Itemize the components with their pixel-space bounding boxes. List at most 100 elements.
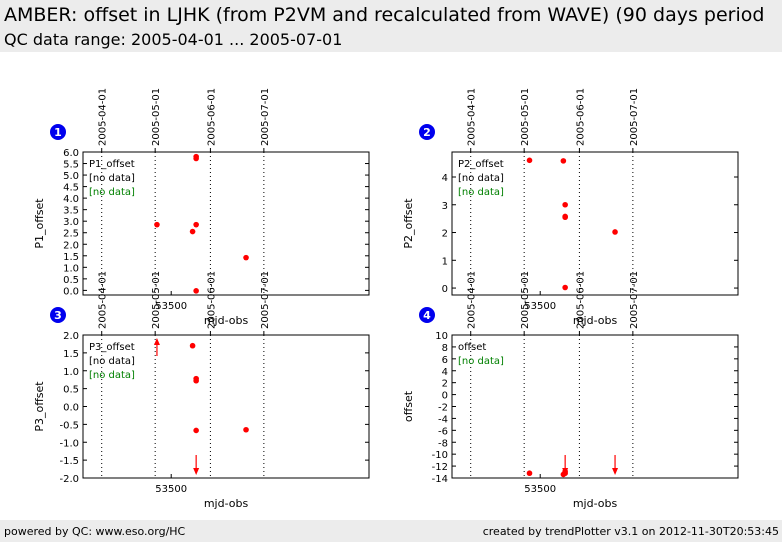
panel-1-data-point xyxy=(193,155,199,162)
panel-2-legend-entry: [no data] xyxy=(458,187,504,198)
panel-1-ytick-label: 0.0 xyxy=(63,286,79,297)
panel-1-frame xyxy=(82,151,370,296)
panel-2-ytick-label: 4 xyxy=(442,173,448,184)
panel-4-ytick-label: -14 xyxy=(432,474,448,485)
panel-3-ylabel: P3_offset xyxy=(33,381,46,432)
panel-1-badge-circle xyxy=(50,124,66,140)
panel-1-ytick-label: 0.5 xyxy=(63,275,79,286)
panel-4-ylabel: offset xyxy=(402,390,415,422)
panel-4-badge-number: 4 xyxy=(423,309,431,322)
panel-3-badge-circle xyxy=(50,307,66,323)
panel-3-legend-entry: [no data] xyxy=(89,370,135,381)
panel-1-ytick-label: 4.5 xyxy=(63,183,79,194)
panel-1-data-point xyxy=(193,221,199,228)
panel-4-ytick-label: -8 xyxy=(438,438,448,449)
panel-2-xtick-label: 53500 xyxy=(524,301,556,312)
panel-2-xlabel: mjd-obs xyxy=(573,314,618,327)
footer-created: created by trendPlotter v3.1 on 2012-11-… xyxy=(482,525,779,538)
panel-4-ytick-label: -12 xyxy=(432,462,448,473)
panel-3-legend-entry: P3_offset xyxy=(89,342,135,353)
panel-2-data-point xyxy=(526,157,533,164)
panel-4-ytick-label: 10 xyxy=(435,331,448,342)
panel-3-ytick-label: 1.0 xyxy=(63,367,79,378)
panel-1-ytick-label: 1.5 xyxy=(63,252,79,263)
panel-3-ytick-label: -0.5 xyxy=(59,420,79,431)
panel-3-outlier-arrow-head xyxy=(153,338,160,345)
panel-1-date-label: 2005-07-01 xyxy=(260,88,271,146)
panel-2-ylabel: P2_offset xyxy=(402,198,415,249)
panel-1-ytick-label: 5.0 xyxy=(63,171,79,182)
panel-4-date-label: 2005-07-01 xyxy=(629,271,640,329)
panel-2-date-label: 2005-07-01 xyxy=(629,88,640,146)
panel-4-legend-entry: [no data] xyxy=(458,356,504,367)
panel-3-xtick-label: 53500 xyxy=(155,484,187,495)
panel-4-legend-entry: offset xyxy=(458,342,486,353)
panel-2-badge-number: 2 xyxy=(423,126,431,139)
footer: powered by QC: www.eso.org/HC created by… xyxy=(0,520,782,542)
page-subtitle: QC data range: 2005-04-01 ... 2005-07-01 xyxy=(4,30,343,49)
panel-2-data-point xyxy=(560,158,567,164)
panel-4-ytick-label: -10 xyxy=(432,450,448,461)
panel-3-date-label: 2005-06-01 xyxy=(206,271,217,329)
panel-3-ytick-label: -1.5 xyxy=(59,456,79,467)
panel-3-date-label: 2005-07-01 xyxy=(260,271,271,329)
panel-2-frame xyxy=(451,151,739,296)
panel-3-badge-number: 3 xyxy=(54,309,62,322)
page-title: AMBER: offset in LJHK (from P2VM and rec… xyxy=(4,4,765,26)
panel-2-data-point xyxy=(562,284,568,291)
panel-2-data-point xyxy=(612,229,618,235)
panel-1-date-label: 2005-05-01 xyxy=(151,88,162,146)
panel-1-date-label: 2005-04-01 xyxy=(98,88,109,146)
panel-1-legend-entry: [no data] xyxy=(89,173,135,184)
panel-3-ytick-label: 2.0 xyxy=(63,331,79,342)
panel-4-outlier-arrow-head xyxy=(562,468,569,475)
panel-3-ytick-label: -1.0 xyxy=(59,438,79,449)
panel-2-legend-entry: P2_offset xyxy=(458,159,504,170)
panel-3-data-point xyxy=(189,342,196,349)
panel-3-data-point xyxy=(193,377,199,384)
panel-1-xtick-label: 53500 xyxy=(155,301,187,312)
panel-2-ytick-label: 1 xyxy=(442,256,448,267)
panel-4-data-point xyxy=(526,470,533,477)
plot-area: 1 2005-04-01 2005-05-01 2005-06-01 2005-07-0… xyxy=(33,88,739,510)
panel-2-data-point xyxy=(562,213,568,220)
panel-2-date-label: 2005-05-01 xyxy=(520,88,531,146)
panel-4-ytick-label: 8 xyxy=(442,343,448,354)
panel-3-outlier-arrow-head xyxy=(193,468,200,475)
panel-1-legend-entry: P1_offset xyxy=(89,159,135,170)
panel-3-ytick-label: 0.5 xyxy=(63,385,79,396)
panel-1-data-point xyxy=(189,228,196,235)
panel-3-data-point xyxy=(193,427,199,434)
panel-4-date-label: 2005-05-01 xyxy=(520,271,531,329)
panel-2-ytick-label: 2 xyxy=(442,229,448,240)
panel-1-badge-number: 1 xyxy=(54,126,62,139)
panel-4-ytick-label: 6 xyxy=(442,355,448,366)
panel-2-ytick-label: 0 xyxy=(442,284,448,295)
panel-3-xlabel: mjd-obs xyxy=(204,497,249,510)
panel-4-ytick-label: -4 xyxy=(438,414,448,425)
panel-4-ytick-label: 2 xyxy=(442,379,448,390)
panel-3-date-label: 2005-04-01 xyxy=(98,271,109,329)
panel-1-data-point xyxy=(193,288,199,294)
panel-4-outlier-arrow-head xyxy=(612,468,619,475)
panel-3-date-label: 2005-05-01 xyxy=(151,271,162,329)
panel-4-ytick-label: 4 xyxy=(442,367,448,378)
panel-2-legend-entry: [no data] xyxy=(458,173,504,184)
panel-1-data-point xyxy=(154,221,160,228)
panel-1-ytick-label: 4.0 xyxy=(63,194,79,205)
panel-4-ytick-label: -2 xyxy=(438,403,448,414)
panel-1-ylabel: P1_offset xyxy=(33,198,46,249)
panel-1-date-label: 2005-06-01 xyxy=(206,88,217,146)
panel-1-ytick-label: 3.0 xyxy=(63,217,79,228)
panel-1-ytick-label: 3.5 xyxy=(63,206,79,217)
panel-1-xlabel: mjd-obs xyxy=(204,314,249,327)
panel-1-ytick-label: 1.0 xyxy=(63,263,79,274)
panel-4-badge-circle xyxy=(419,307,435,323)
panel-4-ytick-label: 0 xyxy=(442,391,448,402)
panel-1-ytick-label: 6.0 xyxy=(63,148,79,159)
panel-4-ytick-label: -6 xyxy=(438,426,448,437)
panel-2-date-label: 2005-04-01 xyxy=(467,88,478,146)
panel-4-xlabel: mjd-obs xyxy=(573,497,618,510)
panel-2-date-label: 2005-06-01 xyxy=(575,88,586,146)
panel-1-ytick-label: 2.5 xyxy=(63,229,79,240)
